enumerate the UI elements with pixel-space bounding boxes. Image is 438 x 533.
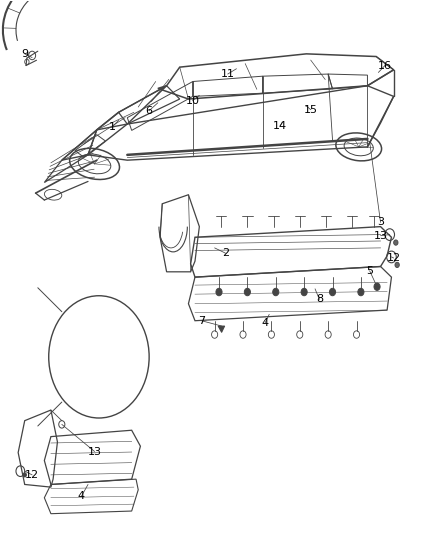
Circle shape — [273, 288, 279, 296]
Circle shape — [329, 288, 336, 296]
Text: 13: 13 — [374, 231, 388, 241]
Text: 16: 16 — [378, 61, 392, 70]
Text: 12: 12 — [25, 470, 39, 480]
Text: 11: 11 — [221, 69, 235, 79]
Text: 6: 6 — [146, 106, 152, 116]
Circle shape — [374, 283, 380, 290]
Text: 2: 2 — [222, 248, 229, 258]
Text: 4: 4 — [78, 491, 85, 501]
Text: 9: 9 — [21, 49, 28, 59]
Text: 1: 1 — [109, 122, 116, 132]
Text: 15: 15 — [304, 104, 318, 115]
Circle shape — [23, 473, 26, 477]
Circle shape — [244, 288, 251, 296]
Circle shape — [394, 240, 398, 245]
Text: 8: 8 — [316, 294, 323, 304]
Text: 12: 12 — [387, 253, 401, 263]
Text: 14: 14 — [273, 121, 287, 131]
Text: 7: 7 — [198, 316, 205, 326]
Circle shape — [216, 288, 222, 296]
Circle shape — [358, 288, 364, 296]
Text: 4: 4 — [261, 318, 268, 328]
Text: 5: 5 — [366, 266, 373, 276]
Circle shape — [301, 288, 307, 296]
Text: 3: 3 — [377, 217, 384, 228]
Text: 10: 10 — [186, 95, 200, 106]
Circle shape — [395, 262, 399, 268]
Polygon shape — [218, 326, 225, 333]
Text: 13: 13 — [88, 447, 102, 456]
